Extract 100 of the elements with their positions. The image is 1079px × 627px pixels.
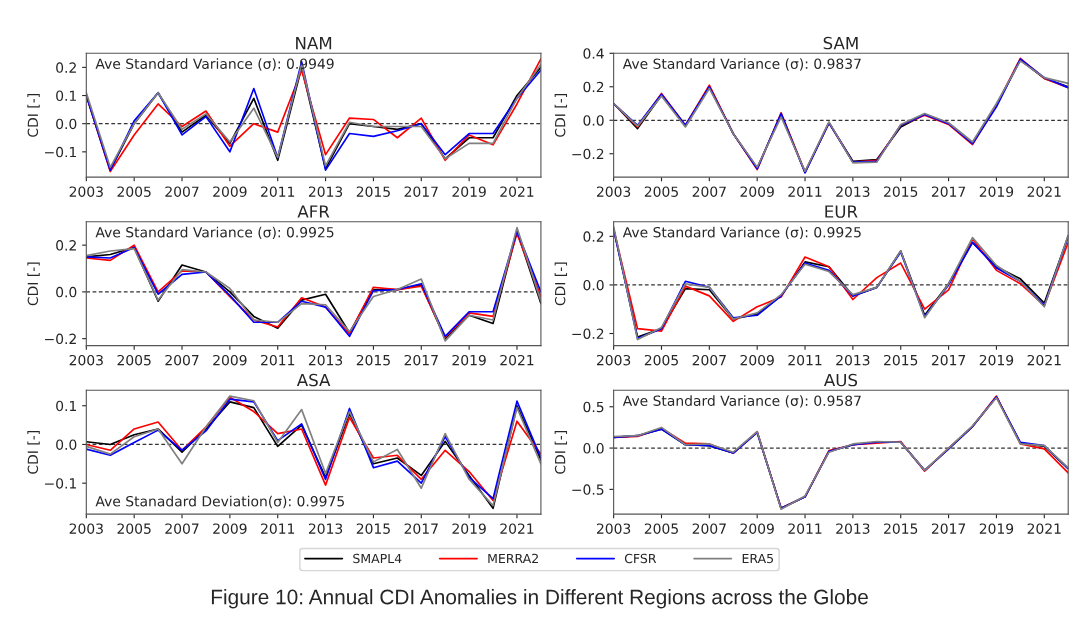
y-tick-label: 0.2: [583, 231, 604, 242]
x-tick-label: 2007: [692, 354, 726, 366]
y-tick-label: 0.1: [56, 400, 77, 412]
x-tick-label: 2019: [452, 186, 486, 197]
x-tick-label: 2021: [500, 523, 534, 534]
x-tick-label: 2019: [979, 523, 1014, 534]
y-tick-label: −0.2: [572, 328, 604, 339]
chart-title: ASA: [296, 373, 331, 387]
x-tick-label: 2021: [1027, 186, 1061, 197]
x-tick-label: 2003: [596, 523, 631, 534]
x-tick-label: 2013: [308, 523, 343, 534]
x-tick-label: 2011: [261, 186, 295, 197]
x-tick-label: 2017: [404, 186, 438, 197]
x-tick-label: 2017: [404, 354, 438, 366]
caption: Figure 10: Annual CDI Anomalies in Different Regions across the Globe: [211, 589, 868, 609]
x-tick-label: 2013: [836, 186, 870, 197]
x-tick-label: 2007: [165, 354, 199, 366]
y-tick-label: −0.2: [45, 333, 76, 345]
y-tick-label: −0.2: [572, 148, 604, 160]
y-axis-title: CDI [-]: [27, 262, 40, 306]
chart-title: NAM: [296, 36, 332, 50]
y-tick-label: 0.4: [583, 48, 604, 59]
x-tick-label: 2003: [69, 354, 103, 366]
x-tick-label: 2003: [69, 186, 103, 197]
legend-label: CFSR: [624, 553, 657, 564]
x-tick-label: 2011: [788, 354, 822, 366]
x-tick-label: 2015: [884, 354, 918, 366]
x-tick-label: 2019: [452, 354, 486, 366]
y-tick-label: 0.5: [583, 401, 604, 413]
x-tick-label: 2011: [788, 186, 822, 197]
x-tick-label: 2019: [979, 186, 1014, 197]
x-tick-label: 2011: [788, 523, 822, 534]
y-tick-label: 0.0: [56, 118, 77, 130]
x-tick-label: 2007: [692, 186, 726, 197]
x-tick-label: 2021: [500, 354, 534, 366]
x-tick-label: 2007: [165, 523, 199, 534]
legend-label: MERRA2: [488, 553, 538, 563]
y-axis-title: CDI [-]: [554, 94, 568, 137]
x-tick-label: 2007: [165, 186, 199, 197]
x-tick-label: 2005: [644, 186, 678, 197]
x-tick-label: 2015: [884, 523, 918, 534]
annotation: Ave Standard Variance (σ): 0.9925: [95, 226, 334, 240]
x-tick-label: 2015: [356, 523, 390, 534]
x-tick-label: 2005: [117, 186, 151, 197]
x-tick-label: 2017: [931, 523, 966, 534]
x-tick-label: 2005: [644, 523, 678, 534]
x-tick-label: 2007: [692, 523, 726, 534]
annotation: Ave Standard Variance (σ): 0.9837: [622, 58, 861, 71]
x-tick-label: 2019: [452, 523, 486, 534]
x-tick-label: 2015: [356, 186, 390, 197]
y-tick-label: 0.0: [583, 115, 604, 126]
x-tick-label: 2011: [261, 354, 295, 366]
x-tick-label: 2009: [740, 523, 774, 534]
chart-title: EUR: [825, 205, 858, 218]
x-tick-label: 2009: [740, 354, 774, 366]
x-tick-label: 2009: [740, 186, 774, 197]
x-tick-label: 2009: [213, 354, 247, 366]
y-tick-label: 0.2: [56, 62, 76, 73]
x-tick-label: 2017: [931, 186, 966, 197]
y-tick-label: 0.0: [56, 439, 77, 450]
x-tick-label: 2017: [404, 523, 438, 534]
x-tick-label: 2009: [213, 186, 247, 197]
x-tick-label: 2009: [213, 523, 247, 534]
x-tick-label: 2015: [884, 186, 918, 197]
y-tick-label: 0.0: [583, 279, 604, 291]
x-tick-label: 2005: [117, 354, 151, 366]
annotation: Ave Standard Variance (σ): 0.9925: [622, 226, 861, 240]
y-axis-title: CDI [-]: [27, 94, 40, 137]
x-tick-label: 2003: [596, 354, 631, 366]
x-tick-label: 2005: [644, 354, 678, 366]
x-tick-label: 2013: [308, 186, 343, 197]
y-tick-label: 0.2: [583, 81, 604, 93]
y-tick-label: −0.5: [572, 484, 604, 495]
x-tick-label: 2021: [1027, 354, 1061, 366]
y-tick-label: 0.1: [56, 90, 77, 101]
x-tick-label: 2013: [836, 354, 870, 366]
legend-label: SMAPL4: [353, 553, 402, 564]
chart-title: AFR: [297, 205, 330, 218]
y-tick-label: 0.0: [583, 443, 604, 454]
x-tick-label: 2015: [356, 354, 390, 366]
chart-title: AUS: [823, 373, 858, 387]
x-tick-label: 2021: [1027, 523, 1061, 534]
y-axis-title: CDI [-]: [554, 262, 568, 306]
x-tick-label: 2003: [596, 186, 631, 197]
x-tick-label: 2011: [261, 523, 295, 534]
y-axis-title: CDI [-]: [554, 431, 568, 474]
x-tick-label: 2003: [69, 523, 103, 534]
x-tick-label: 2017: [931, 354, 966, 366]
x-tick-label: 2013: [836, 523, 870, 534]
y-tick-label: −0.1: [45, 146, 77, 158]
x-tick-label: 2013: [308, 354, 343, 366]
chart-title: SAM: [823, 36, 858, 50]
annotation: Ave Standard Variance (σ): 0.9587: [622, 395, 861, 408]
legend-label: ERA5: [742, 553, 773, 564]
annotation: Ave Stanadard Deviation(σ): 0.9975: [95, 495, 344, 509]
y-axis-title: CDI [-]: [27, 431, 40, 474]
y-tick-label: 0.2: [56, 240, 76, 251]
y-tick-label: −0.1: [45, 478, 77, 489]
x-tick-label: 2019: [979, 354, 1014, 366]
x-tick-label: 2005: [117, 523, 151, 534]
